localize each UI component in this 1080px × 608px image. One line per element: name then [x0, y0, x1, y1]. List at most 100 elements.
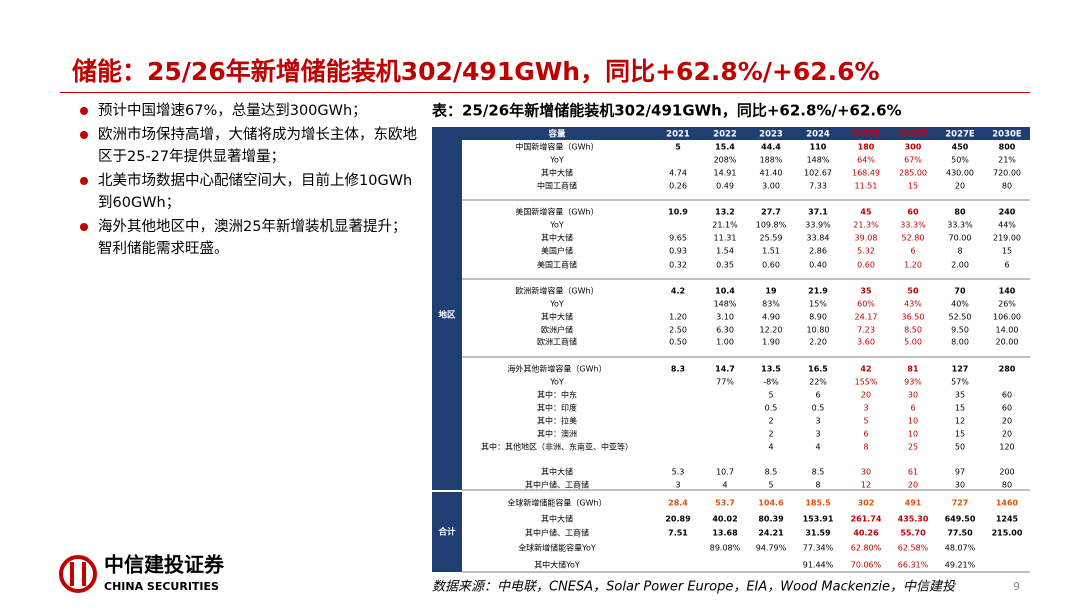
table-cell: 15	[1002, 247, 1012, 256]
table-cell: 20	[1002, 430, 1012, 439]
section-cell	[432, 492, 462, 572]
table-cell: 10.4	[715, 287, 735, 296]
table-cell: 219.00	[993, 234, 1021, 243]
table-cell: 14.00	[996, 326, 1019, 335]
table-cell: 12	[861, 481, 871, 490]
table-cell: 727	[952, 499, 969, 508]
table-cell: 102.67	[804, 169, 832, 178]
table-cell: 148%	[714, 300, 737, 309]
table-cell: 4.74	[669, 169, 687, 178]
table-cell: 21.1%	[712, 221, 738, 230]
table-cell: 70.06%	[851, 561, 882, 570]
table-cell: 0.26	[669, 182, 687, 191]
table-cell: 6	[863, 430, 868, 439]
logo: 中信建投证券 CHINA SECURITIES	[59, 553, 225, 593]
table-cell: 649.50	[945, 515, 976, 524]
table-cell: 26%	[998, 300, 1016, 309]
row-label: 其中大储	[541, 312, 573, 322]
logo-emblem	[59, 555, 97, 593]
table-cell: 8	[815, 481, 820, 490]
row-label: 欧洲户储	[541, 325, 573, 335]
table-cell: 50	[907, 287, 919, 296]
table-cell: 4.90	[762, 313, 780, 322]
table-cell: 6	[1004, 261, 1009, 270]
table-cell: 20	[955, 182, 965, 191]
table-cell: 52.80	[902, 234, 925, 243]
table-cell: 0.93	[669, 247, 687, 256]
table-cell: 80	[1002, 481, 1012, 490]
table-cell: 0.49	[716, 182, 734, 191]
table-cell: 6.30	[716, 326, 734, 335]
table-cell: 11.31	[714, 234, 737, 243]
table-cell: 27.7	[761, 208, 781, 217]
table-cell: 4	[722, 481, 727, 490]
table-cell: 110	[810, 143, 827, 152]
bullet: 欧洲市场保持高增，大储将成为增长主体，东欧地区于25-27年提供显著增量；	[78, 124, 418, 168]
table-cell: 31.59	[805, 529, 831, 538]
column-header: 2023	[759, 130, 783, 140]
table-cell: 2	[768, 430, 773, 439]
table-cell: 3.00	[762, 182, 780, 191]
bullet: 预计中国增速67%，总量达到300GWh；	[78, 100, 418, 122]
table-cell: 33.3%	[947, 221, 973, 230]
table-cell: 15.4	[715, 143, 735, 152]
table-cell: 62.80%	[851, 544, 882, 553]
table-cell: 22%	[809, 378, 827, 387]
table-cell: -8%	[763, 378, 779, 387]
column-header: 2025E	[851, 130, 881, 140]
table-cell: 80.39	[758, 515, 784, 524]
table-cell: 5	[675, 143, 681, 152]
table-cell: 24.21	[758, 529, 784, 538]
header-row	[432, 127, 1030, 140]
table-cell: 13.5	[761, 365, 781, 374]
table-cell: 5	[863, 417, 868, 426]
table-cell: 1.00	[716, 338, 734, 347]
table-cell: 188%	[760, 156, 783, 165]
table-cell: 70.00	[949, 234, 972, 243]
table-cell: 60	[1002, 404, 1012, 413]
row-label: 其中大储	[541, 233, 573, 243]
table-cell: 6	[910, 247, 915, 256]
table-cell: 44.4	[761, 143, 781, 152]
table-cell: 127	[952, 365, 969, 374]
table-cell: 5.3	[672, 468, 685, 477]
table-cell: 12.20	[760, 326, 783, 335]
table-cell: 8	[863, 443, 868, 452]
section-cell	[432, 140, 462, 490]
table-cell: 0.35	[716, 261, 734, 270]
table-cell: 35	[955, 391, 965, 400]
table-cell: 14.91	[714, 169, 737, 178]
title-rule	[60, 92, 1030, 93]
table-cell: 180	[858, 143, 875, 152]
row-label: 欧洲工商储	[537, 337, 577, 347]
table-cell: 60	[907, 208, 919, 217]
table-cell: 285.00	[899, 169, 927, 178]
table-cell: 7.23	[857, 326, 875, 335]
row-label: 其中：澳洲	[537, 429, 577, 439]
bullet: 海外其他地区中，澳洲25年新增装机显著提升；智利储能需求旺盛。	[78, 216, 418, 260]
table-cell: 7.33	[809, 182, 827, 191]
table-cell: 11.51	[855, 182, 878, 191]
table-cell: 200	[999, 468, 1014, 477]
row-label: YoY	[549, 156, 564, 165]
table-cell: 7.51	[668, 529, 688, 538]
table-cell: 13.2	[715, 208, 735, 217]
table-cell: 64%	[857, 156, 875, 165]
table-caption: 表：25/26年新增储能装机302/491GWh，同比+62.8%/+62.6%	[432, 102, 902, 120]
table-cell: 185.5	[805, 499, 831, 508]
table-cell: 5	[768, 481, 773, 490]
table-cell: 33.84	[807, 234, 830, 243]
table-cell: 60	[1002, 391, 1012, 400]
table: 容量 2021 2022 2023 2024 2025E 2026E 2027E 2030E地区…	[432, 127, 1030, 573]
table-cell: 2	[768, 417, 773, 426]
table-cell: 97	[955, 468, 965, 477]
table-cell: 21.3%	[853, 221, 879, 230]
row-label: 全球新增储能容量YoY	[518, 543, 596, 553]
table-cell: 1460	[996, 499, 1019, 508]
table-cell: 70	[954, 287, 966, 296]
table-cell: 52.50	[949, 313, 972, 322]
table-cell: 62.58%	[898, 544, 929, 553]
row-label: YoY	[549, 221, 564, 230]
